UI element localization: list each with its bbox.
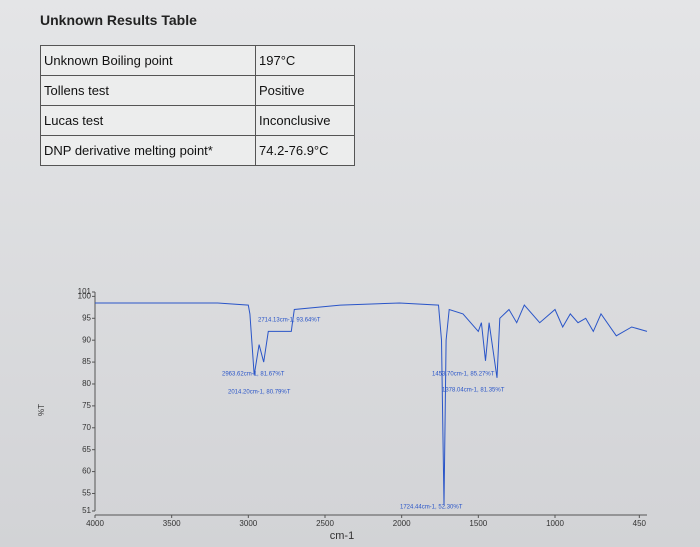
y-tick-label: 60 — [82, 467, 91, 476]
table-row: Tollens test Positive — [40, 75, 355, 106]
table-row: Unknown Boiling point 197°C — [40, 45, 355, 76]
x-tick-label: 3000 — [239, 519, 257, 528]
y-tick-label: 70 — [82, 423, 91, 432]
y-tick-label: 95 — [82, 313, 91, 322]
y-tick-label: 90 — [82, 335, 91, 344]
x-tick-label: 2500 — [316, 519, 334, 528]
table-cell: Positive — [255, 75, 355, 106]
peak-label: 1378.04cm-1, 81.35%T — [442, 388, 505, 394]
x-tick-label: 1000 — [546, 519, 564, 528]
y-axis-label: %T — [37, 404, 46, 416]
table-cell: Tollens test — [40, 75, 256, 106]
peak-label: 1453.70cm-1, 85.27%T — [432, 372, 495, 378]
x-tick-label: 3500 — [163, 519, 181, 528]
results-table: Unknown Boiling point 197°C Tollens test Po… — [40, 45, 355, 166]
table-cell: 74.2-76.9°C — [255, 135, 355, 166]
spectrum-line — [95, 302, 648, 506]
y-tick-label: 65 — [82, 445, 91, 454]
table-title: Unknown Results Table — [40, 12, 197, 28]
table-row: DNP derivative melting point* 74.2-76.9°C — [40, 135, 355, 166]
y-tick-label: 80 — [82, 379, 91, 388]
table-cell: Inconclusive — [255, 105, 355, 136]
table-cell: DNP derivative melting point* — [40, 135, 256, 166]
x-axis-label: cm-1 — [330, 530, 354, 542]
y-tick-label: 101 — [78, 287, 92, 296]
y-tick-label: 75 — [82, 401, 91, 410]
table-cell: Unknown Boiling point — [40, 45, 256, 76]
x-tick-label: 2000 — [393, 519, 411, 528]
table-row: Lucas test Inconclusive — [40, 105, 355, 136]
y-tick-label: 100 — [78, 291, 92, 300]
peak-label: 2014.20cm-1, 80.79%T — [228, 390, 291, 396]
x-tick-label: 1500 — [469, 519, 487, 528]
table-cell: 197°C — [255, 45, 355, 76]
y-tick-label: 55 — [82, 489, 91, 498]
x-tick-label: 450 — [633, 519, 647, 528]
peak-label: 1724.44cm-1, 52.30%T — [400, 505, 463, 511]
table-cell: Lucas test — [40, 105, 256, 136]
peak-label: 2714.13cm-1, 93.64%T — [258, 318, 321, 324]
y-tick-label: 85 — [82, 357, 91, 366]
peak-label: 2963.62cm-1, 81.67%T — [222, 372, 285, 378]
x-tick-label: 4000 — [86, 519, 104, 528]
y-tick-label: 51 — [82, 506, 91, 515]
